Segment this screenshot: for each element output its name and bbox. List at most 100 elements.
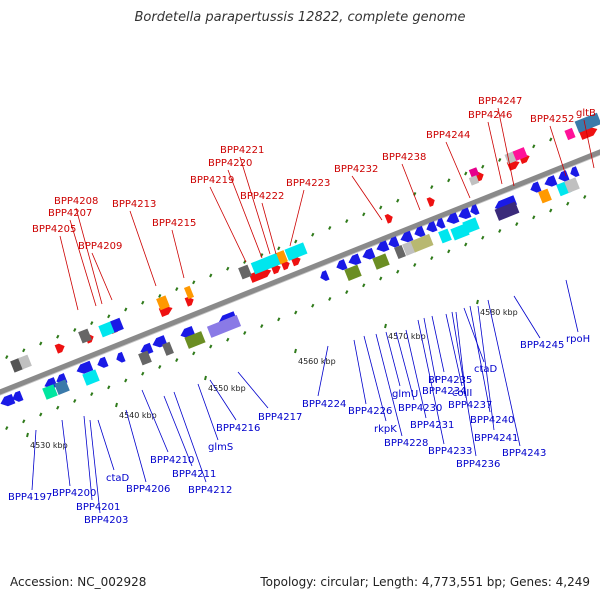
scale-tick-lower — [90, 392, 94, 397]
reverse-gene-label: BPP4224 — [302, 399, 346, 410]
scale-tick-lower — [73, 398, 77, 403]
scale-tick-upper — [90, 321, 94, 326]
reverse-gene — [44, 377, 58, 389]
reverse-gene — [414, 225, 426, 238]
reverse-gene-shape — [76, 360, 94, 374]
reverse-gene-label: BPP4245 — [520, 340, 564, 351]
reverse-gene-label-leader — [141, 389, 169, 453]
reverse-gene-label: glmU — [392, 389, 418, 400]
reverse-gene-shape — [558, 170, 570, 182]
feature-block-shape — [54, 379, 70, 395]
forward-gene-label: BPP4208 — [54, 196, 98, 207]
scale-tick-upper — [498, 157, 502, 162]
scale-tick-upper — [5, 355, 9, 360]
forward-gene-label: BPP4209 — [78, 241, 122, 252]
feature-block-shape — [138, 350, 152, 366]
forward-gene — [426, 197, 435, 207]
feature-block-shape — [372, 253, 390, 270]
reverse-gene — [558, 170, 570, 182]
forward-gene-label: BPP4220 — [208, 158, 252, 169]
scale-tick-upper — [277, 246, 281, 251]
scale-tick-upper — [226, 266, 230, 271]
reverse-gene-label-leader — [375, 333, 403, 437]
reverse-gene-label: rkpK — [374, 424, 397, 435]
reverse-gene-label-leader — [431, 315, 445, 373]
feature-block-shape — [156, 295, 170, 311]
scale-label: 4560 kbp — [298, 357, 336, 366]
reverse-gene-label-leader — [163, 395, 193, 467]
feature-block-shape — [574, 112, 600, 133]
feature-block — [538, 188, 552, 204]
scale-marker — [384, 323, 387, 329]
scale-tick-lower — [413, 262, 417, 267]
reverse-gene-shape — [458, 207, 472, 220]
reverse-gene-label-leader — [173, 391, 207, 483]
reverse-gene — [336, 259, 348, 271]
forward-gene-label-leader — [487, 121, 503, 185]
scale-tick-upper — [124, 307, 128, 312]
feature-block — [494, 201, 520, 221]
feature-block — [344, 264, 362, 281]
scale-tick-lower — [39, 412, 43, 417]
feature-block — [138, 350, 152, 366]
scale-tick-lower — [447, 249, 451, 254]
reverse-gene-label-leader — [385, 331, 401, 387]
scale-tick-upper — [209, 273, 213, 278]
scale-tick-lower — [430, 256, 434, 261]
scale-tick-upper — [379, 205, 383, 210]
genome-summary: Topology: circular; Length: 4,773,551 bp… — [260, 575, 590, 589]
reverse-gene — [320, 270, 330, 282]
forward-gene-label-leader — [401, 163, 421, 211]
forward-gene-label: BPP4207 — [48, 208, 92, 219]
scale-tick-upper — [362, 212, 366, 217]
feature-block-shape — [284, 242, 308, 261]
forward-gene-label-leader — [239, 156, 271, 255]
scale-marker — [476, 299, 479, 305]
scale-tick-upper — [158, 293, 162, 298]
scale-tick-lower — [566, 201, 570, 206]
forward-gene — [184, 296, 194, 307]
reverse-gene-label-leader — [83, 415, 93, 501]
feature-block — [156, 295, 170, 311]
feature-block — [410, 233, 434, 253]
scale-tick-lower — [260, 324, 264, 329]
scale-label: 4550 kbp — [208, 384, 246, 393]
forward-gene-shape — [384, 214, 393, 224]
forward-gene-label: BPP4238 — [382, 152, 426, 163]
scale-tick-upper — [192, 280, 196, 285]
forward-gene-label: BPP4232 — [334, 164, 378, 175]
reverse-gene — [544, 175, 558, 187]
feature-block-shape — [468, 175, 480, 186]
reverse-gene — [436, 217, 446, 229]
reverse-gene — [362, 247, 376, 260]
scale-tick-lower — [175, 358, 179, 363]
scale-label: 4540 kbp — [119, 411, 157, 420]
scale-tick-lower — [158, 364, 162, 369]
scale-tick-upper — [328, 225, 332, 230]
feature-block — [438, 228, 452, 244]
reverse-gene-label: rpoH — [566, 334, 590, 345]
reverse-gene-shape — [44, 377, 58, 389]
forward-gene — [54, 343, 65, 354]
reverse-gene-label-leader — [353, 339, 367, 405]
reverse-gene — [426, 221, 438, 233]
scale-label: 4580 kbp — [480, 308, 518, 317]
reverse-gene — [458, 207, 472, 220]
scale-marker — [204, 375, 207, 381]
forward-gene-label: BPP4247 — [478, 96, 522, 107]
reverse-gene — [12, 390, 24, 402]
reverse-gene-label-leader — [395, 331, 415, 401]
reverse-gene-shape — [97, 356, 109, 368]
scale-tick-lower — [209, 344, 213, 349]
scale-tick-lower — [396, 269, 400, 274]
feature-block-shape — [438, 228, 452, 244]
reverse-gene-label: BPP4240 — [470, 415, 514, 426]
forward-gene-shape — [184, 296, 194, 307]
scale-tick-lower — [549, 208, 553, 213]
reverse-gene-label: BPP4241 — [474, 433, 518, 444]
forward-gene-label-leader — [549, 125, 567, 177]
reverse-gene-label: BPP4200 — [52, 488, 96, 499]
feature-block-shape — [276, 250, 288, 265]
reverse-gene — [348, 253, 362, 266]
